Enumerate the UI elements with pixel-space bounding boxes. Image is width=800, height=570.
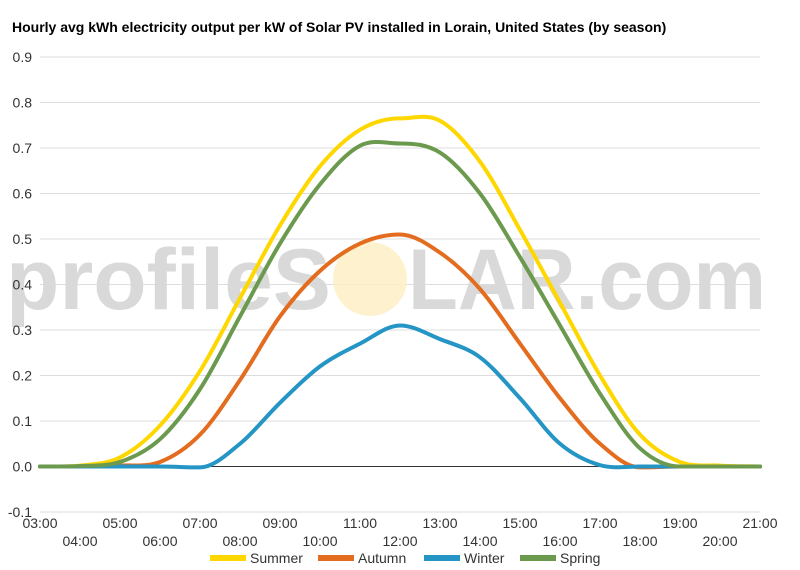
- y-tick-label: 0.0: [13, 459, 33, 475]
- legend-swatch-autumn: [318, 555, 354, 561]
- legend-label-summer: Summer: [250, 550, 303, 566]
- x-tick-label: 06:00: [142, 533, 177, 549]
- watermark-sun: [333, 242, 407, 316]
- x-tick-label: 18:00: [622, 533, 657, 549]
- y-tick-label: 0.4: [13, 277, 33, 293]
- x-tick-label: 08:00: [222, 533, 257, 549]
- x-tick-label: 05:00: [102, 515, 137, 531]
- series-line-summer: [38, 114, 762, 469]
- x-tick-label: 16:00: [542, 533, 577, 549]
- x-tick-label: 09:00: [262, 515, 297, 531]
- x-tick-label: 12:00: [382, 533, 417, 549]
- x-tick-label: 17:00: [582, 515, 617, 531]
- y-tick-label: 0.7: [13, 140, 33, 156]
- x-tick-label: 14:00: [462, 533, 497, 549]
- x-tick-label: 20:00: [702, 533, 737, 549]
- legend-swatch-spring: [520, 555, 556, 561]
- y-tick-label: -0.1: [8, 504, 32, 520]
- y-tick-label: 0.1: [13, 413, 33, 429]
- legend-label-spring: Spring: [560, 550, 600, 566]
- legend-swatch-winter: [424, 555, 460, 561]
- legend-swatch-summer: [210, 555, 246, 561]
- x-tick-label: 11:00: [343, 515, 377, 531]
- series-line-winter: [38, 323, 762, 470]
- x-tick-label: 19:00: [662, 515, 697, 531]
- x-axis-ticks: 03:00 04:00 05:00 06:00 07:00 08:00 09:00 10:00…: [22, 515, 777, 549]
- y-tick-label: 0.2: [13, 368, 33, 384]
- watermark: profileS LAR.com: [6, 232, 766, 328]
- x-tick-label: 15:00: [502, 515, 537, 531]
- y-tick-label: 0.6: [13, 186, 33, 202]
- x-tick-label: 04:00: [62, 533, 97, 549]
- legend: Summer Autumn Winter Spring: [210, 550, 600, 566]
- y-tick-label: 0.5: [13, 231, 33, 247]
- y-tick-label: 0.3: [13, 322, 33, 338]
- x-tick-label: 13:00: [422, 515, 457, 531]
- x-tick-label: 07:00: [182, 515, 217, 531]
- series-line-spring: [38, 140, 762, 469]
- x-tick-label: 03:00: [22, 515, 57, 531]
- watermark-text-right: LAR.com: [408, 232, 766, 328]
- y-axis-ticks: -0.1 0.0 0.1 0.2 0.3 0.4 0.5 0.6 0.7 0.8 0.9: [8, 49, 32, 520]
- legend-label-winter: Winter: [464, 550, 505, 566]
- x-tick-label: 10:00: [302, 533, 337, 549]
- x-tick-label: 21:00: [742, 515, 777, 531]
- chart-title: Hourly avg kWh electricity output per kW…: [12, 19, 667, 35]
- y-tick-label: 0.8: [13, 95, 33, 111]
- legend-label-autumn: Autumn: [358, 550, 406, 566]
- series-lines: [38, 114, 762, 470]
- y-tick-label: 0.9: [13, 49, 33, 65]
